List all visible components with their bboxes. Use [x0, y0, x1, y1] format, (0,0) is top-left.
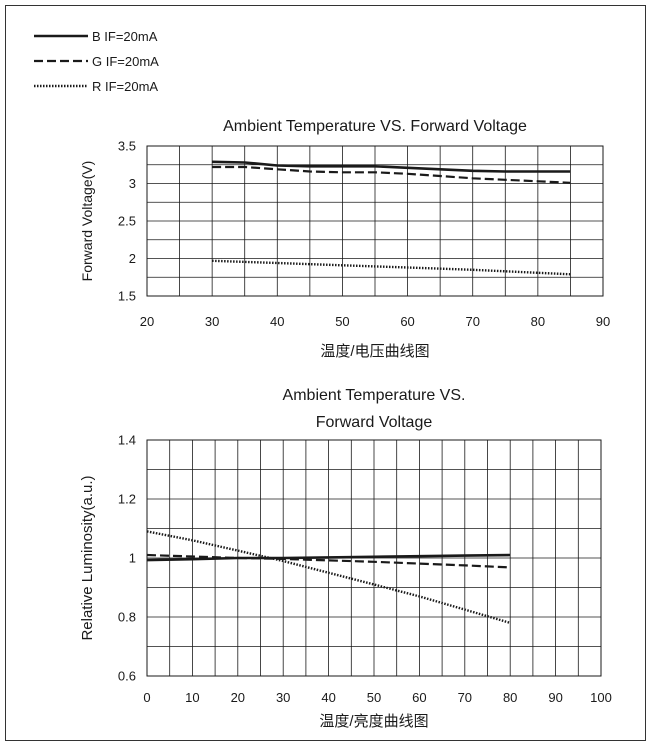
series-line-G	[212, 165, 571, 184]
x-tick-label: 40	[270, 314, 284, 329]
x-tick-label: 10	[185, 690, 199, 705]
series-line-R	[146, 530, 511, 625]
y-tick-label: 1.4	[118, 433, 136, 448]
chart-1: Ambient Temperature VS. Forward Voltage 2…	[79, 118, 610, 360]
x-tick-label: 40	[321, 690, 335, 705]
plot-frame	[146, 439, 602, 677]
x-tick-label: 50	[367, 690, 381, 705]
legend-item-G: G IF=20mA	[34, 54, 159, 69]
y-axis-label: Relative Luminosity(a.u.)	[79, 475, 96, 640]
chart-subtitle: Forward Voltage	[316, 414, 433, 431]
y-tick-label: 1.5	[118, 289, 136, 304]
y-tick-label: 1	[129, 551, 136, 566]
x-axis-label: 温度/亮度曲线图	[319, 713, 428, 730]
legend-label-G: G IF=20mA	[92, 54, 159, 69]
series-line-G	[146, 553, 511, 569]
series-line-B	[212, 160, 571, 173]
x-tick-label: 90	[596, 314, 610, 329]
y-tick-label: 3	[129, 176, 136, 191]
x-tick-label: 30	[276, 690, 290, 705]
series-line-R	[212, 259, 571, 276]
y-tick-label: 1.2	[118, 492, 136, 507]
legend-label-B: B IF=20mA	[92, 29, 158, 44]
chart-title: Ambient Temperature VS. Forward Voltage	[223, 118, 527, 135]
x-axis-label: 温度/电压曲线图	[320, 343, 429, 360]
x-tick-label: 60	[412, 690, 426, 705]
y-axis-label: Forward Voltage(V)	[79, 161, 95, 282]
y-tick-label: 2.5	[118, 214, 136, 229]
x-tick-label: 60	[400, 314, 414, 329]
x-tick-label: 100	[590, 690, 612, 705]
x-tick-label: 20	[140, 314, 154, 329]
figure-border	[5, 5, 646, 741]
x-tick-label: 70	[465, 314, 479, 329]
x-tick-label: 80	[503, 690, 517, 705]
legend-item-R: R IF=20mA	[34, 79, 158, 94]
x-tick-label: 70	[458, 690, 472, 705]
chart-title: Ambient Temperature VS.	[283, 387, 466, 404]
x-tick-label: 30	[205, 314, 219, 329]
y-tick-label: 0.6	[118, 669, 136, 684]
chart-2: Ambient Temperature VS. Forward Voltage 0 1…	[79, 387, 612, 730]
y-tick-label: 3.5	[118, 139, 136, 154]
legend-label-R: R IF=20mA	[92, 79, 158, 94]
x-tick-label: 0	[143, 690, 150, 705]
x-tick-label: 20	[231, 690, 245, 705]
plot-frame	[146, 145, 604, 297]
series-line-B	[146, 553, 511, 562]
legend-item-B: B IF=20mA	[34, 29, 158, 44]
x-tick-label: 80	[531, 314, 545, 329]
grid	[146, 145, 604, 297]
x-tick-label: 90	[548, 690, 562, 705]
y-tick-label: 0.8	[118, 610, 136, 625]
y-tick-label: 2	[129, 251, 136, 266]
x-tick-label: 50	[335, 314, 349, 329]
